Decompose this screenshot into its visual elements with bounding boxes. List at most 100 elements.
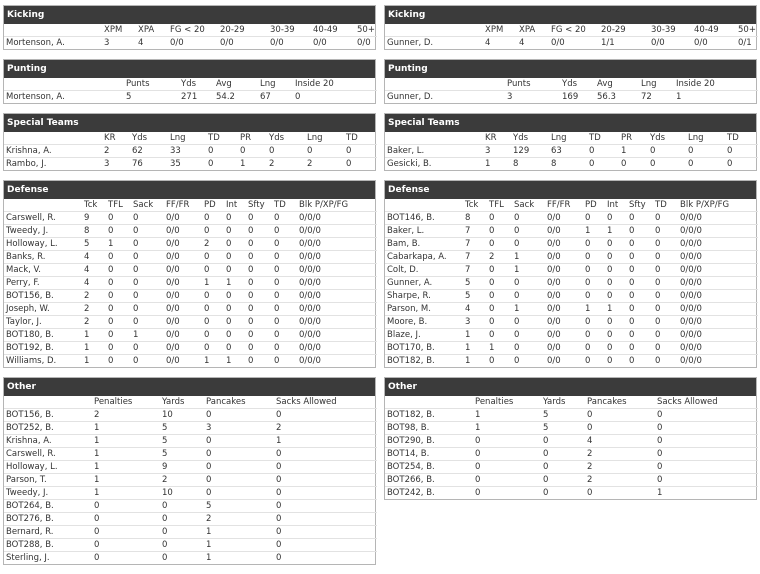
stat-cell: 0/1 (736, 36, 758, 49)
stat-cell: 0 (106, 250, 131, 264)
stat-cell: 0 (627, 289, 653, 303)
section-title: Special Teams (4, 114, 375, 132)
stat-cell: 5 (160, 434, 204, 448)
stat-cell: 0 (246, 341, 272, 355)
stat-cell: 0 (653, 315, 678, 329)
stat-cell: 0 (583, 276, 605, 290)
player-name: Moore, B. (385, 315, 463, 329)
stat-cell: 0/0 (545, 263, 583, 277)
stat-cell: 0 (627, 328, 653, 342)
column-header: XPA (138, 25, 155, 35)
stat-cell: 0 (106, 276, 131, 290)
player-name: Tweedy, J. (4, 486, 92, 500)
header-cell (4, 24, 102, 37)
stat-cell: 5 (541, 408, 585, 422)
stat-cell: 0/0 (545, 250, 583, 264)
header-row: XPM XPA FG < 20 20-29 30-39 40-49 50+ (4, 24, 377, 37)
player-row: Mortenson, A. 3 4 0/0 0/0 0/0 0/0 0/0 (4, 36, 377, 49)
stat-cell: 0 (512, 211, 545, 225)
player-name: Williams, D. (4, 354, 82, 367)
table-body: Carswell, R. 9 0 0 0/0 0 0 0 0 0/0/0 Tweedy, J. 8 0 0… (4, 211, 377, 367)
stat-cell: 1 (473, 408, 541, 422)
stat-cell: 2 (274, 421, 377, 435)
player-name: Carswell, R. (4, 211, 82, 225)
stat-cell: 1 (512, 263, 545, 277)
header-row: KR Yds Lng TD PR Yds Lng TD (385, 132, 758, 145)
stat-cell: 2 (82, 315, 106, 329)
stat-cell: 0/0/0 (297, 237, 377, 251)
table-body: BOT156, B. 2 10 0 0 BOT252, B. 1 5 3 2 Krishna, A.… (4, 408, 377, 564)
stat-cell: 0/0 (164, 237, 202, 251)
player-name: BOT156, B. (4, 289, 82, 303)
player-row: BOT170, B. 1 1 0 0/0 0 0 0 0 0/0/0 (385, 341, 758, 355)
stat-cell: 4 (136, 36, 168, 49)
stat-cell: 1 (674, 90, 758, 103)
stat-cell: 5 (541, 421, 585, 435)
stat-cell: 0 (512, 237, 545, 251)
stat-cell: 0 (224, 302, 246, 316)
stat-cell: 0 (605, 328, 627, 342)
column-header: TD (727, 133, 739, 143)
player-row: BOT182, B. 1 5 0 0 (385, 408, 758, 422)
stat-cell: 0/0/0 (678, 276, 758, 290)
player-row: BOT156, B. 2 10 0 0 (4, 408, 377, 422)
stat-cell: 0 (653, 276, 678, 290)
player-row: Carswell, R. 1 5 0 0 (4, 447, 377, 461)
player-name: BOT170, B. (385, 341, 463, 355)
column-header: Sack (514, 200, 535, 210)
stat-cell: 0 (246, 237, 272, 251)
stat-cell: 271 (179, 90, 214, 103)
stat-cell: 5 (204, 499, 274, 513)
player-name: BOT290, B. (385, 434, 473, 448)
stat-cell: 0 (224, 224, 246, 238)
column-header: TD (208, 133, 220, 143)
player-row: BOT252, B. 1 5 3 2 (4, 421, 377, 435)
stat-cell: 0 (272, 224, 297, 238)
stat-cell: 2 (585, 460, 655, 474)
stat-cell: 0 (653, 328, 678, 342)
stat-cell: 0 (344, 157, 377, 170)
column-header: Punts (507, 79, 531, 89)
table-header: XPM XPA FG < 20 20-29 30-39 40-49 50+ (4, 24, 377, 37)
header-cell (4, 132, 102, 145)
stat-cell: 0 (92, 551, 160, 564)
stat-cell: 67 (258, 90, 293, 103)
player-name: BOT254, B. (385, 460, 473, 474)
stat-cell: 2 (102, 144, 130, 158)
stat-cell: 72 (639, 90, 674, 103)
stat-cell: 5 (463, 289, 487, 303)
stat-cell: 1 (463, 354, 487, 367)
stat-cell: 4 (82, 276, 106, 290)
section-title: Special Teams (385, 114, 756, 132)
player-row: BOT180, B. 1 0 1 0/0 0 0 0 0 0/0/0 (4, 328, 377, 342)
player-row: Parson, M. 4 0 1 0/0 1 1 0 0 0/0/0 (385, 302, 758, 316)
player-name: Mortenson, A. (4, 90, 124, 103)
stat-cell: 0 (686, 144, 725, 158)
stat-cell: 0 (541, 473, 585, 487)
stat-cell: 0/0/0 (678, 289, 758, 303)
stat-cell: 2 (305, 157, 344, 170)
stat-cell: 0 (274, 525, 377, 539)
player-row: BOT182, B. 1 0 0 0/0 0 0 0 0 0/0/0 (385, 354, 758, 367)
stat-cell: 0 (487, 263, 512, 277)
player-name: Mortenson, A. (4, 36, 102, 49)
stat-cell: 4 (517, 36, 549, 49)
stat-cell: 0 (106, 224, 131, 238)
stat-cell: 1 (605, 302, 627, 316)
stat-cell: 0 (204, 473, 274, 487)
stat-cell: 0 (202, 224, 224, 238)
stat-cell: 0 (202, 211, 224, 225)
column-header: Sacks Allowed (276, 397, 337, 407)
stat-cell: 1/1 (599, 36, 649, 49)
player-name: Banks, R. (4, 250, 82, 264)
stat-cell: 56.3 (595, 90, 639, 103)
stat-cell: 0 (473, 447, 541, 461)
stat-cell: 0 (627, 263, 653, 277)
stat-cell: 0 (224, 263, 246, 277)
stat-cell: 1 (92, 486, 160, 500)
column-header: FF/FR (166, 200, 190, 210)
stat-cell: 0 (246, 328, 272, 342)
stat-cell: 0 (487, 211, 512, 225)
header-cell (385, 78, 505, 91)
stat-cell: 0/0/0 (297, 250, 377, 264)
